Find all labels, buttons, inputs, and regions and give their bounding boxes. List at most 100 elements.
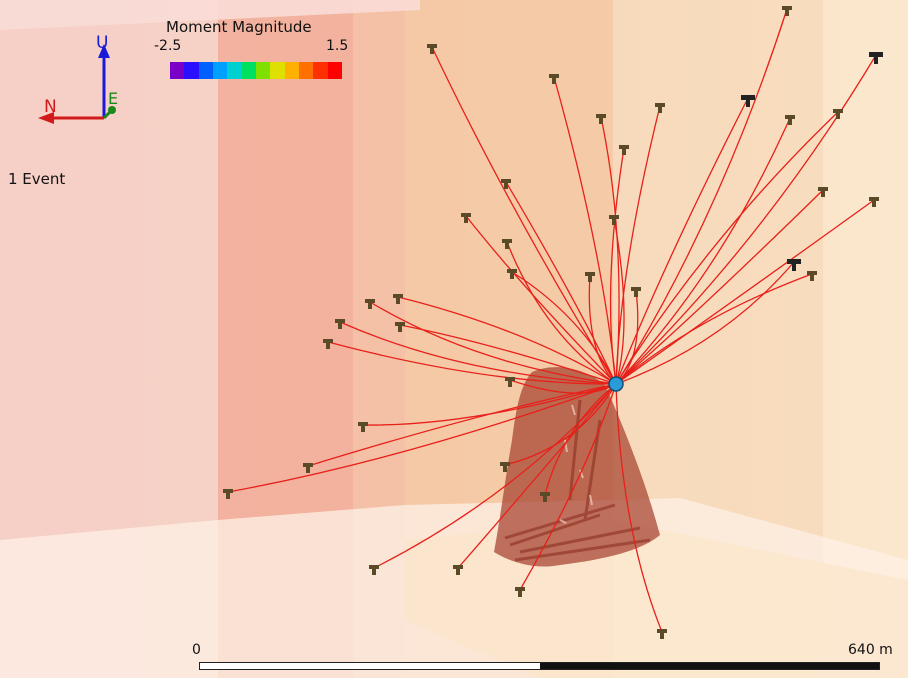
scale-bar-start-label: 0	[192, 642, 201, 658]
station-marker[interactable]	[303, 463, 313, 473]
colorbar-swatch	[255, 62, 271, 79]
station-marker[interactable]	[596, 114, 606, 124]
station-marker[interactable]	[515, 587, 525, 597]
ray-path	[615, 117, 791, 385]
colorbar-swatch	[313, 62, 328, 79]
colorbar-swatch	[184, 62, 199, 79]
station-marker[interactable]	[501, 179, 511, 189]
station-marker[interactable]	[807, 271, 817, 281]
station-marker[interactable]	[358, 422, 368, 432]
east-axis-arrow	[108, 106, 116, 114]
colorbar-swatch	[284, 62, 299, 79]
station-marker[interactable]	[785, 115, 795, 125]
fracture-cloud-shape	[494, 367, 660, 567]
station-marker[interactable]	[335, 319, 345, 329]
up-axis-arrow	[98, 44, 110, 58]
ray-path	[615, 189, 824, 385]
colorbar-swatch	[241, 62, 256, 79]
fracture-cloud	[494, 367, 660, 567]
station-marker[interactable]	[609, 215, 619, 225]
up-axis-label: U	[96, 33, 108, 53]
scale-bar-fill	[540, 663, 879, 669]
station-marker[interactable]	[585, 272, 595, 282]
colorbar-min-label: -2.5	[154, 38, 182, 54]
ray-path	[505, 181, 617, 385]
ray-path	[615, 383, 663, 633]
station-marker[interactable]	[369, 565, 379, 575]
north-axis-label: N	[44, 97, 57, 117]
station-marker[interactable]	[818, 187, 828, 197]
station-marker[interactable]	[540, 492, 550, 502]
ray-path	[227, 383, 617, 493]
station-marker[interactable]	[507, 269, 517, 279]
colorbar-swatch	[170, 62, 185, 79]
colorbar-swatch	[227, 62, 242, 79]
fracture-streaks	[504, 399, 651, 562]
station-marker[interactable]	[549, 74, 559, 84]
ray-path	[544, 383, 617, 496]
station-marker[interactable]	[365, 299, 375, 309]
ray-path	[615, 97, 749, 385]
colorbar-swatch	[198, 62, 213, 79]
ray-path	[511, 271, 617, 385]
station-marker[interactable]	[323, 339, 333, 349]
ray-path	[307, 383, 617, 467]
ray-path	[615, 8, 788, 385]
event-hypocenter[interactable]	[608, 376, 624, 392]
ray-path	[609, 147, 625, 385]
station-marker[interactable]	[395, 322, 405, 332]
ray-path	[339, 321, 617, 385]
colorbar-swatch	[270, 62, 285, 79]
ray-paths	[227, 8, 877, 633]
ray-path	[327, 341, 617, 385]
station-marker[interactable]	[393, 294, 403, 304]
station-marker[interactable]	[657, 629, 667, 639]
ray-path	[504, 383, 617, 466]
ray-path	[362, 383, 617, 426]
station-marker[interactable]	[505, 377, 515, 387]
colorbar-title: Moment Magnitude	[166, 18, 312, 36]
ray-path	[397, 296, 617, 385]
north-axis-arrow	[38, 112, 54, 124]
ray-path	[600, 116, 620, 385]
ray-path	[615, 273, 813, 385]
station-marker[interactable]	[461, 213, 471, 223]
colorbar-swatch	[327, 62, 342, 79]
station-marker[interactable]	[223, 489, 233, 499]
plane-top-strip	[0, 0, 420, 30]
ray-path	[373, 383, 617, 569]
station-marker[interactable]	[655, 103, 665, 113]
ray-path	[457, 383, 617, 569]
ray-path	[431, 46, 617, 385]
ray-path	[615, 54, 877, 385]
ray-path	[615, 111, 839, 385]
station-marker[interactable]	[741, 95, 755, 107]
ray-path	[506, 241, 617, 385]
station-marker[interactable]	[869, 52, 883, 64]
colorbar-swatch	[212, 62, 228, 79]
ray-path	[369, 301, 617, 385]
ray-path	[399, 324, 617, 385]
station-marker[interactable]	[453, 565, 463, 575]
station-marker[interactable]	[500, 462, 510, 472]
east-axis	[102, 110, 112, 120]
station-marker[interactable]	[833, 109, 843, 119]
station-marker[interactable]	[631, 287, 641, 297]
fracture-highlights	[559, 404, 593, 524]
ray-path	[615, 261, 795, 385]
east-axis-label: E	[108, 89, 118, 108]
station-marker[interactable]	[782, 6, 792, 16]
station-marker[interactable]	[502, 239, 512, 249]
station-marker[interactable]	[869, 197, 879, 207]
ray-path	[509, 379, 617, 394]
ray-path	[613, 217, 625, 385]
station-marker[interactable]	[427, 44, 437, 54]
event-count: 1 Event	[8, 170, 66, 188]
station-marker[interactable]	[787, 259, 801, 271]
stations	[223, 6, 883, 639]
station-marker[interactable]	[619, 145, 629, 155]
axes-triad: U N E	[38, 33, 118, 124]
ray-path	[519, 383, 617, 591]
